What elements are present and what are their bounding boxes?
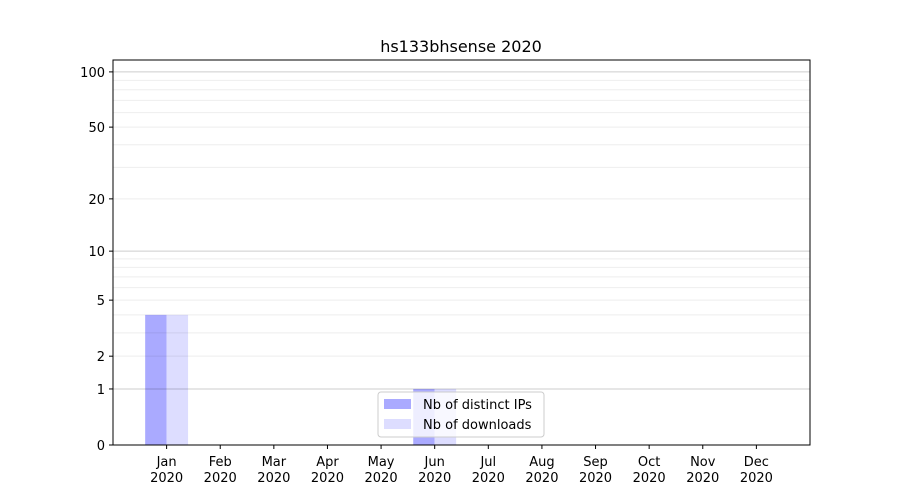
- x-tick-label: 2020: [740, 471, 773, 486]
- y-tick-label: 0: [97, 439, 105, 454]
- x-tick-label: 2020: [686, 471, 719, 486]
- y-tick-label: 2: [97, 350, 105, 365]
- legend-box: [377, 391, 545, 438]
- x-tick-label: Jan: [156, 455, 177, 470]
- chart-title: hs133bhsense 2020: [380, 37, 542, 56]
- x-tick-label: Nov: [690, 455, 716, 470]
- x-tick-label: Jul: [479, 455, 496, 470]
- y-tick-label: 50: [88, 121, 105, 136]
- x-tick-label: 2020: [311, 471, 344, 486]
- y-tick-label: 20: [88, 193, 105, 208]
- x-tick-label: 2020: [150, 471, 183, 486]
- y-tick-label: 10: [88, 245, 105, 260]
- bar-nb-of-distinct-ips: [145, 314, 167, 445]
- x-tick-label: Apr: [316, 455, 339, 470]
- x-tick-label: 2020: [472, 471, 505, 486]
- x-tick-label: Aug: [529, 455, 554, 470]
- x-tick-label: Dec: [744, 455, 769, 470]
- x-tick-label: May: [368, 455, 395, 470]
- legend-swatch: [384, 419, 411, 429]
- x-tick-label: Sep: [583, 455, 608, 470]
- y-tick-label: 1: [97, 383, 105, 398]
- x-tick-label: 2020: [579, 471, 612, 486]
- y-tick-label: 5: [97, 294, 105, 309]
- x-tick-label: Mar: [262, 455, 287, 470]
- x-tick-label: 2020: [525, 471, 558, 486]
- legend-swatch: [384, 399, 411, 409]
- x-tick-label: 2020: [633, 471, 666, 486]
- legend-label: Nb of distinct IPs: [423, 398, 532, 413]
- x-tick-label: 2020: [204, 471, 237, 486]
- x-tick-label: 2020: [257, 471, 290, 486]
- x-tick-label: Jun: [424, 455, 445, 470]
- x-tick-label: 2020: [365, 471, 398, 486]
- legend-label: Nb of downloads: [423, 418, 532, 433]
- y-tick-label: 100: [80, 66, 105, 81]
- plot-frame: [112, 59, 811, 446]
- x-tick-label: Oct: [638, 455, 660, 470]
- x-tick-label: Feb: [209, 455, 232, 470]
- x-tick-label: 2020: [418, 471, 451, 486]
- bar-nb-of-downloads: [166, 314, 189, 445]
